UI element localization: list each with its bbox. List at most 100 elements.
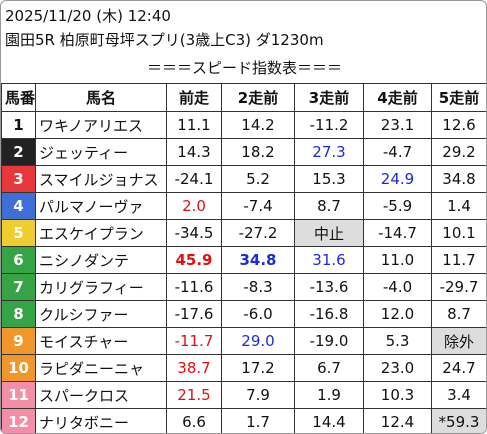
speed-index: -14.7 [363,219,432,247]
column-header: 馬名 [35,83,167,112]
horse-number: 6 [1,246,36,274]
race-info: 園田5R 柏原町母坪スプリ(3歳上C3) ダ1230m [5,31,324,49]
datetime: 2025/11/20 (木) 12:40 [5,7,171,25]
horse-name: ワキノアリエス [35,111,167,139]
speed-index: 14.4 [294,408,364,433]
horse-name: クルシファー [35,300,167,328]
speed-index: -27.2 [221,219,295,247]
horse-number: 7 [1,273,36,301]
speed-index: 38.7 [166,354,222,382]
speed-index: -29.7 [431,273,486,301]
speed-index: 11.7 [431,246,486,274]
column-header: 3走前 [294,83,364,112]
speed-index: 12.0 [363,300,432,328]
horse-number: 8 [1,300,36,328]
speed-index: 31.6 [294,246,364,274]
horse-name: スパークロス [35,381,167,409]
speed-index-table: 馬番 馬名 前走 2走前 3走前 4走前 5走前 1 ワキノアリエス 11.1 14.2 -11.2… [1,83,486,433]
horse-number: 1 [1,111,36,139]
speed-index: 21.5 [166,381,222,409]
table-row: 2 ジェッティー 14.3 18.2 27.3 -4.7 29.2 [1,138,486,166]
speed-index: 17.2 [221,354,295,382]
speed-index: -7.4 [221,192,295,220]
speed-index: -4.0 [363,273,432,301]
table-row: 5 エスケイプラン -34.5 -27.2 中止 -14.7 10.1 [1,219,486,247]
table-row: 3 スマイルジョナス -24.1 5.2 15.3 24.9 34.8 [1,165,486,193]
horse-name: カリグラフィー [35,273,167,301]
speed-index: 24.9 [363,165,432,193]
speed-index: 11.1 [166,111,222,139]
speed-index: -8.3 [221,273,295,301]
speed-index: 34.8 [431,165,486,193]
speed-index: 12.6 [431,111,486,139]
speed-index: 5.3 [363,327,432,355]
speed-index: 2.0 [166,192,222,220]
table-row: 12 ナリタボニー 6.6 1.7 14.4 12.4 *59.3 [1,408,486,433]
horse-number: 11 [1,381,36,409]
table-body: 1 ワキノアリエス 11.1 14.2 -11.2 23.1 12.6 2 ジェッティー 14.3… [1,111,486,433]
table-row: 11 スパークロス 21.5 7.9 1.9 10.3 3.4 [1,381,486,409]
horse-name: ラピダニーニャ [35,354,167,382]
horse-name: ニシノダンテ [35,246,167,274]
horse-name: モイスチャー [35,327,167,355]
speed-index: 14.2 [221,111,295,139]
horse-number: 4 [1,192,36,220]
horse-name: パルマノーヴァ [35,192,167,220]
speed-index: 18.2 [221,138,295,166]
speed-index: -5.9 [363,192,432,220]
column-header: 4走前 [363,83,432,112]
speed-index: -11.2 [294,111,364,139]
speed-index: 23.0 [363,354,432,382]
table-row: 9 モイスチャー -11.7 29.0 -19.0 5.3 除外 [1,327,486,355]
column-header: 2走前 [221,83,295,112]
speed-index: 15.3 [294,165,364,193]
speed-index: 1.9 [294,381,364,409]
speed-index: -34.5 [166,219,222,247]
speed-index: 除外 [431,327,486,355]
speed-index: 23.1 [363,111,432,139]
speed-index: 10.3 [363,381,432,409]
speed-index: -4.7 [363,138,432,166]
speed-index: 29.0 [221,327,295,355]
table-row: 6 ニシノダンテ 45.9 34.8 31.6 11.0 11.7 [1,246,486,274]
horse-name: スマイルジョナス [35,165,167,193]
horse-number: 10 [1,354,36,382]
speed-index: -19.0 [294,327,364,355]
speed-index: 45.9 [166,246,222,274]
speed-index: 中止 [294,219,364,247]
speed-index: 6.7 [294,354,364,382]
speed-index: 27.3 [294,138,364,166]
speed-index: 24.7 [431,354,486,382]
speed-index: -16.8 [294,300,364,328]
column-header: 前走 [166,83,222,112]
speed-index: 11.0 [363,246,432,274]
speed-index: 1.7 [221,408,295,433]
horse-number: 3 [1,165,36,193]
speed-index: -17.6 [166,300,222,328]
table-row: 8 クルシファー -17.6 -6.0 -16.8 12.0 8.7 [1,300,486,328]
table-row: 4 パルマノーヴァ 2.0 -7.4 8.7 -5.9 1.4 [1,192,486,220]
speed-index: 5.2 [221,165,295,193]
speed-index: 29.2 [431,138,486,166]
table-row: 7 カリグラフィー -11.6 -8.3 -13.6 -4.0 -29.7 [1,273,486,301]
speed-index: 8.7 [431,300,486,328]
speed-index: -11.6 [166,273,222,301]
speed-index: 14.3 [166,138,222,166]
horse-name: エスケイプラン [35,219,167,247]
horse-name: ナリタボニー [35,408,167,433]
speed-index: -24.1 [166,165,222,193]
speed-index: 8.7 [294,192,364,220]
speed-index: 34.8 [221,246,295,274]
table-title: ＝＝＝スピード指数表＝＝＝ [146,59,342,77]
table-row: 1 ワキノアリエス 11.1 14.2 -11.2 23.1 12.6 [1,111,486,139]
speed-index: 1.4 [431,192,486,220]
column-header: 馬番 [1,83,36,112]
speed-index: -6.0 [221,300,295,328]
speed-index: -11.7 [166,327,222,355]
horse-number: 9 [1,327,36,355]
horse-name: ジェッティー [35,138,167,166]
speed-index: 7.9 [221,381,295,409]
column-header: 5走前 [431,83,486,112]
horse-number: 12 [1,408,36,433]
